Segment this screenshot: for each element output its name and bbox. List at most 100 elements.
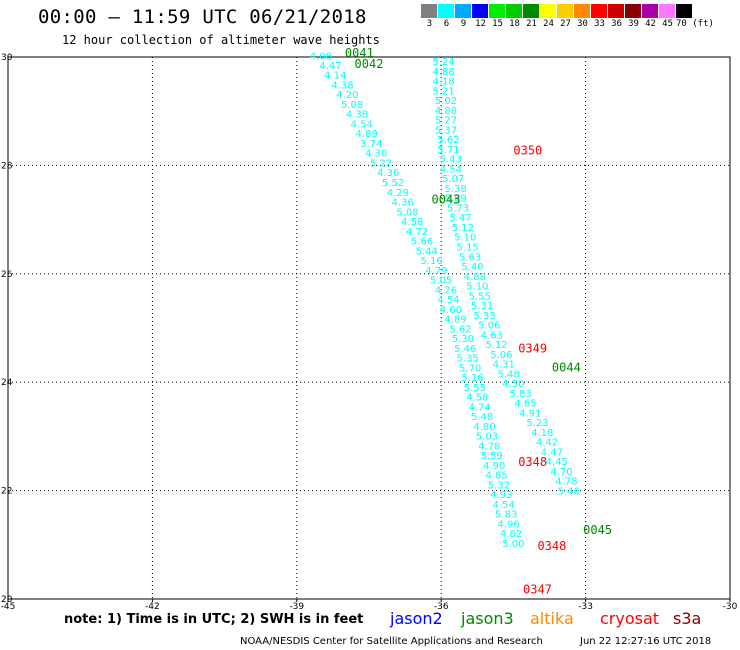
- swh-value: 5.59: [481, 451, 503, 462]
- swh-value: 4.45: [546, 457, 568, 468]
- swh-value: 4.88: [464, 272, 486, 283]
- colorbar-swatch: [659, 4, 676, 18]
- credit-line: NOAA/NESDIS Center for Satellite Applica…: [240, 636, 543, 647]
- swh-value: 5.16: [461, 373, 483, 384]
- colorbar-label: 18: [509, 19, 520, 29]
- swh-value: 5.10: [454, 233, 476, 244]
- y-tick-label: 24: [1, 378, 13, 388]
- legend-jason2: jason2: [390, 609, 443, 628]
- colorbar-swatch: [489, 4, 506, 18]
- swh-value: 5.83: [509, 389, 531, 400]
- swh-value: 5.48: [471, 412, 493, 423]
- swh-value: 4.72: [406, 227, 428, 238]
- y-tick-label: 28: [1, 161, 13, 171]
- swh-value: 5.03: [476, 432, 498, 443]
- swh-value: 5.22: [370, 158, 392, 169]
- swh-value: 4.54: [437, 295, 459, 306]
- pass-time-label: 0044: [552, 360, 581, 374]
- swh-value: 5.71: [437, 145, 459, 156]
- page-title: 00:00 — 11:59 UTC 06/21/2018: [38, 6, 367, 28]
- swh-value: 5.24: [432, 57, 454, 68]
- swh-value: 5.30: [452, 334, 474, 345]
- colorbar-label: 30: [577, 19, 588, 29]
- swh-value: 4.36: [392, 198, 414, 209]
- x-tick-label: -33: [578, 602, 593, 612]
- swh-value: 4.36: [377, 168, 399, 179]
- swh-value: 4.58: [401, 217, 423, 228]
- x-tick-label: -39: [289, 602, 304, 612]
- y-tick-label: 22: [1, 487, 12, 497]
- y-tick-label: 26: [1, 270, 13, 280]
- swh-value: 4.91: [519, 408, 541, 419]
- plot-grid: [8, 57, 730, 599]
- swh-value: 5.16: [420, 256, 442, 267]
- colorbar-swatch: [472, 4, 489, 18]
- colorbar-swatch: [557, 4, 574, 18]
- swh-value: 4.89: [445, 315, 467, 326]
- swh-value: 4.47: [319, 61, 341, 72]
- pass-time-label: 0041: [345, 46, 374, 60]
- swh-value: 4.54: [493, 500, 515, 511]
- swh-value: 4.58: [466, 393, 488, 404]
- colorbar-swatch: [421, 4, 438, 18]
- swh-value: 5.12: [485, 340, 507, 351]
- swh-value: 5.47: [449, 213, 471, 224]
- swh-value: 5.33: [473, 311, 495, 322]
- colorbar-label: 12: [475, 19, 486, 29]
- colorbar-label: 27: [560, 19, 571, 29]
- colorbar-label: 3: [426, 19, 433, 29]
- swh-value: 5.05: [430, 276, 452, 287]
- colorbar-label: 6: [443, 19, 450, 29]
- pass-time-label: 0348: [537, 539, 566, 553]
- swh-value: 4.85: [485, 471, 507, 482]
- colorbar-label: 21: [526, 19, 537, 29]
- pass-time-label: 0348: [518, 455, 547, 469]
- colorbar-label: 9: [460, 19, 467, 29]
- swh-value: 5.63: [459, 252, 481, 263]
- swh-value: 4.74: [469, 402, 491, 413]
- colorbar-swatch: [625, 4, 642, 18]
- swh-value: 5.40: [461, 262, 483, 273]
- swh-value: 4.47: [541, 447, 563, 458]
- swh-value: 4.26: [435, 285, 457, 296]
- swh-value: 4.78: [478, 441, 500, 452]
- colorbar-swatch: [523, 4, 540, 18]
- swh-value: 5.46: [454, 344, 476, 355]
- swh-value: 5.55: [464, 383, 486, 394]
- swh-value: 5.12: [452, 223, 474, 234]
- colorbar: 3 6 9 12 15 18 21 24 27 30 33 36 39 42 45 70 (ft): [421, 4, 714, 30]
- pass-time-label: 0350: [513, 144, 542, 158]
- swh-value: 5.07: [442, 174, 464, 185]
- swh-value: 4.50: [502, 379, 524, 390]
- x-tick-label: -42: [145, 602, 160, 612]
- swh-value: 5.35: [457, 354, 479, 365]
- colorbar-label: 39: [628, 19, 639, 29]
- swh-value: 5.70: [459, 363, 481, 374]
- swh-value: 5.66: [411, 237, 433, 248]
- swh-value: 4.93: [490, 490, 512, 501]
- swh-value: 5.21: [432, 86, 454, 97]
- swh-value: 3.74: [360, 139, 382, 150]
- swh-value: 5.06: [478, 321, 500, 332]
- swh-value: 5.48: [497, 369, 519, 380]
- swh-value: 5.08: [341, 100, 363, 111]
- pass-time-label: 0043: [432, 192, 461, 206]
- swh-value: 4.70: [550, 467, 572, 478]
- swh-value: 5.62: [437, 135, 459, 146]
- swh-value: 4.54: [440, 164, 462, 175]
- legend-note: note: 1) Time is in UTC; 2) SWH is in fe…: [64, 612, 364, 627]
- legend-cryosat: cryosat: [600, 609, 660, 628]
- swh-value: 4.54: [351, 119, 373, 130]
- swh-value: 5.37: [435, 125, 457, 136]
- swh-value: 5.73: [447, 203, 469, 214]
- swh-value: 4.29: [387, 188, 409, 199]
- legend-s3a: s3a: [673, 609, 702, 628]
- swh-value: 5.23: [526, 418, 548, 429]
- colorbar-label: 36: [611, 19, 622, 29]
- swh-value: 5.10: [466, 282, 488, 293]
- timestamp: Jun 22 12:27:16 UTC 2018: [580, 636, 712, 647]
- swh-value: 5.44: [416, 246, 438, 257]
- x-tick-label: -30: [723, 602, 738, 612]
- swh-value: 5.46: [558, 486, 580, 497]
- swh-value: 5.31: [471, 301, 493, 312]
